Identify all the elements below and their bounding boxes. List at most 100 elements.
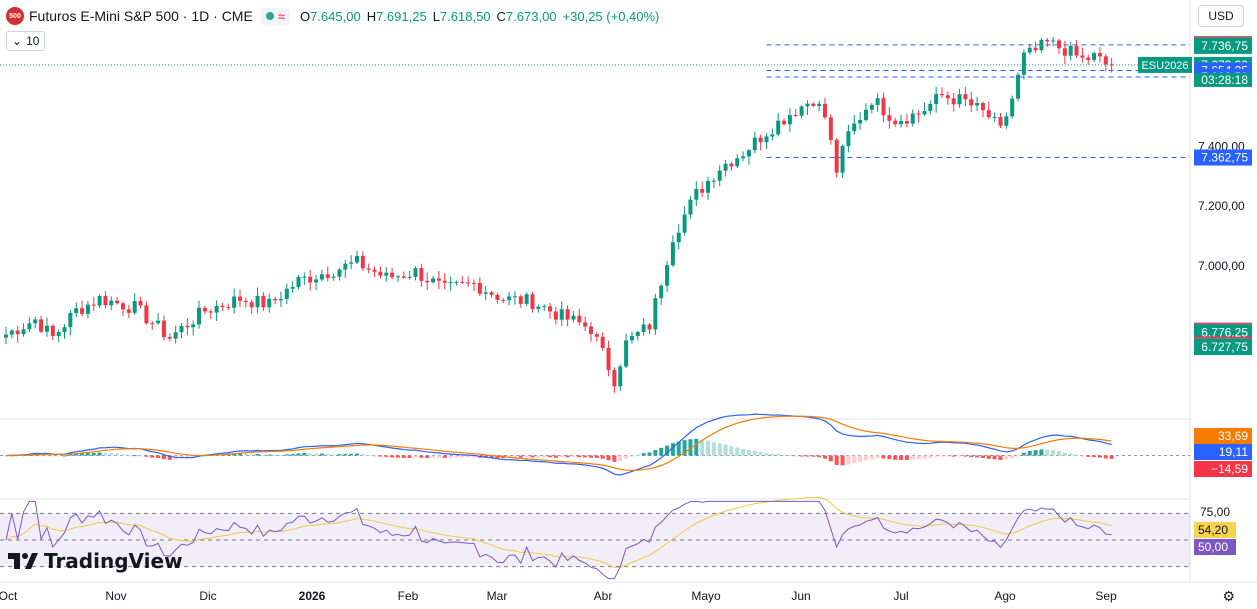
macd-histogram-bar <box>641 453 646 456</box>
price-tick-label: 7.200,00 <box>1198 199 1245 213</box>
candle <box>249 302 254 308</box>
macd-histogram-bar <box>390 455 395 458</box>
macd-histogram-bar <box>1086 455 1091 457</box>
candle <box>62 327 67 333</box>
ohlc-key: H <box>366 8 377 24</box>
macd-histogram-bar <box>799 455 804 457</box>
macd-histogram-bar <box>805 455 810 457</box>
macd-histogram-bar <box>185 455 190 459</box>
symbol-title[interactable]: Futuros E-Mini S&P 500 · 1D · CME <box>29 8 253 24</box>
macd-histogram-bar <box>85 453 90 456</box>
candle <box>296 276 301 287</box>
candle <box>858 120 863 124</box>
candle <box>238 296 242 301</box>
macd-histogram-bar <box>80 453 85 456</box>
candle <box>278 298 283 301</box>
candle <box>548 306 553 312</box>
macd-histogram-bar <box>1062 452 1067 456</box>
macd-histogram-bar <box>44 454 49 456</box>
macd-histogram-bar <box>998 455 1003 460</box>
candle <box>161 320 166 338</box>
macd-histogram-bar <box>261 454 266 456</box>
macd-histogram-bar <box>349 453 354 456</box>
candle <box>676 232 681 243</box>
candle <box>39 319 44 332</box>
candle <box>261 295 266 308</box>
candle <box>594 334 599 337</box>
candle <box>635 332 640 336</box>
macd-histogram-bar <box>238 453 242 456</box>
chevron-down-icon: ⌄ <box>12 34 23 48</box>
ohlc-value: 7.645,00 <box>310 8 361 24</box>
macd-histogram-bar <box>793 455 798 457</box>
macd-histogram-bar <box>612 455 617 462</box>
candle <box>9 330 14 335</box>
macd-histogram-bar <box>1057 451 1061 456</box>
candle <box>975 103 980 106</box>
wave-icon: ≈ <box>277 8 285 24</box>
candle <box>963 94 968 100</box>
time-axis-label: Mayo <box>691 589 721 603</box>
currency-button[interactable]: USD <box>1198 5 1244 27</box>
macd-histogram-bar <box>325 453 330 456</box>
candle <box>191 324 196 328</box>
macd-histogram-bar <box>273 454 278 456</box>
candle <box>670 242 675 266</box>
ohlc-value: 7.618,50 <box>439 8 491 24</box>
macd-histogram-bar <box>103 452 108 456</box>
indicator-count-button[interactable]: ⌄ 10 <box>6 31 46 51</box>
macd-histogram-bar <box>1109 455 1114 459</box>
macd-histogram-bar <box>518 455 523 458</box>
indicator-count: 10 <box>26 34 40 48</box>
candle <box>390 272 395 278</box>
macd-histogram-bar <box>688 439 693 456</box>
time-axis-label: Jul <box>893 589 908 603</box>
candle <box>659 285 664 299</box>
candle <box>559 309 564 320</box>
tradingview-logo: TradingView <box>8 549 183 573</box>
time-axis-label: Dic <box>199 589 216 603</box>
macd-histogram-bar <box>858 455 863 463</box>
macd-histogram-bar <box>852 455 857 464</box>
candle <box>1109 64 1114 66</box>
candle <box>68 313 73 328</box>
candle <box>495 294 500 300</box>
rsi-label-box <box>1194 522 1236 538</box>
candle <box>940 94 944 96</box>
macd-label-box <box>1194 428 1252 444</box>
candle <box>904 120 909 124</box>
rsi-tick-label: 75,00 <box>1200 505 1230 519</box>
candle <box>1092 53 1097 60</box>
macd-histogram-bar <box>290 454 295 456</box>
candle <box>413 268 418 277</box>
candle <box>787 115 792 125</box>
settings-gear-icon[interactable]: ⚙ <box>1222 588 1235 604</box>
macd-histogram-bar <box>606 455 611 461</box>
macd-histogram-bar <box>249 454 254 456</box>
candle <box>817 103 822 106</box>
macd-histogram-bar <box>823 455 827 459</box>
macd-histogram-bar <box>770 453 775 456</box>
macd-histogram-bar <box>682 440 687 456</box>
macd-histogram-bar <box>536 455 541 458</box>
candle <box>729 163 734 167</box>
candle <box>489 292 494 295</box>
candle <box>325 274 330 278</box>
macd-histogram-bar <box>553 455 558 458</box>
candle <box>226 307 231 309</box>
macd-histogram-bar <box>811 455 816 457</box>
candle <box>1057 40 1061 49</box>
candle <box>512 296 517 298</box>
status-pill[interactable]: ≈ <box>260 7 290 25</box>
candle <box>197 307 202 325</box>
rsi-label: 54,20 <box>1198 523 1228 537</box>
macd-histogram-bar <box>746 450 751 456</box>
candle <box>1021 52 1026 75</box>
macd-histogram-bar <box>1092 455 1097 458</box>
macd-histogram-bar <box>916 455 921 460</box>
candle <box>1033 47 1038 51</box>
candle <box>922 110 927 115</box>
candle <box>208 311 213 313</box>
macd-histogram-bar <box>969 455 974 458</box>
